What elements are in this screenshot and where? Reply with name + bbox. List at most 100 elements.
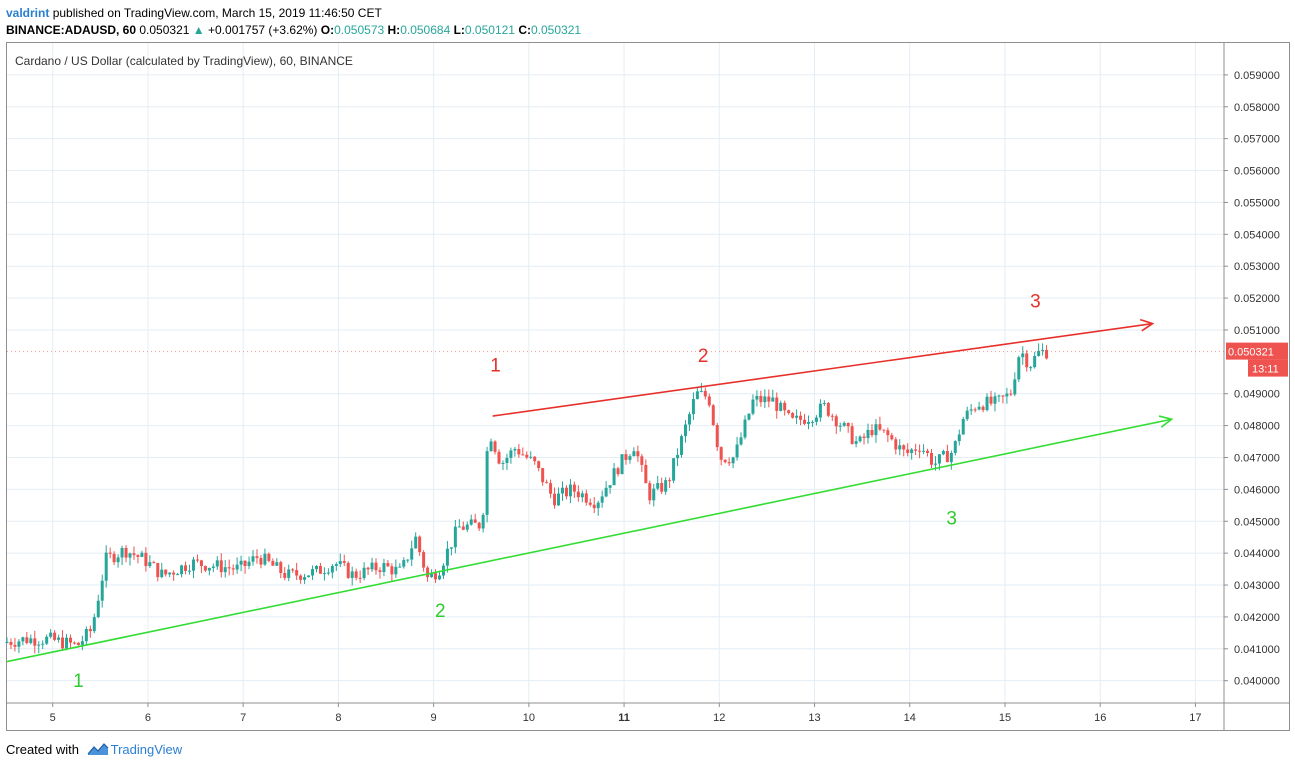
candle-up [457, 526, 461, 528]
x-tick-label: 15 [999, 712, 1011, 724]
candle-down [521, 454, 525, 456]
candle-up [37, 644, 41, 646]
candle-up [838, 425, 842, 427]
candle-up [969, 409, 973, 411]
candle-down [434, 573, 438, 580]
candle-up [140, 552, 144, 557]
change-arrow-icon: ▲ [192, 23, 205, 37]
candle-up [858, 436, 862, 442]
candle-up [188, 570, 192, 572]
candle-down [592, 504, 596, 509]
candle-up [898, 445, 902, 450]
candle-down [219, 560, 223, 573]
candle-up [211, 566, 215, 568]
candle-down [878, 424, 882, 430]
candle-down [703, 390, 707, 397]
candle-up [84, 628, 88, 642]
candle-up [362, 567, 366, 579]
publisher-name[interactable]: valdrint [6, 6, 50, 20]
candle-up [148, 562, 152, 567]
candle-up [307, 575, 311, 578]
candle-up [632, 451, 636, 457]
y-tick-label: 0.059000 [1234, 70, 1280, 82]
candle-up [235, 564, 239, 570]
candle-down [295, 570, 299, 576]
x-tick-label: 17 [1189, 712, 1201, 724]
candle-down [707, 396, 711, 406]
candle-down [799, 415, 803, 420]
candle-down [914, 449, 918, 451]
candle-up [49, 632, 53, 637]
candle-up [743, 419, 747, 438]
candle-up [128, 553, 132, 558]
candle-up [596, 502, 600, 509]
candle-up [608, 485, 612, 488]
candle-down [9, 641, 13, 645]
candle-up [1033, 355, 1037, 368]
candle-down [989, 396, 993, 404]
candle-down [830, 415, 834, 417]
candle-up [600, 496, 604, 503]
candle-up [322, 573, 326, 575]
tradingview-brand[interactable]: TradingView [110, 742, 183, 757]
candle-up [676, 454, 680, 459]
candle-down [576, 491, 580, 498]
candle-up [239, 560, 243, 565]
candle-down [271, 560, 275, 566]
support-line [6, 418, 1172, 663]
candle-up [437, 575, 441, 580]
x-tick-label: 14 [904, 712, 916, 724]
candle-up [965, 410, 969, 420]
candle-up [735, 444, 739, 458]
candle-down [267, 553, 271, 561]
candle-down [624, 454, 628, 460]
candle-down [172, 572, 176, 575]
candle-down [616, 468, 620, 475]
candle-down [88, 628, 92, 632]
candle-up [961, 419, 965, 435]
x-tick-label: 7 [240, 712, 246, 724]
x-tick-label: 6 [145, 712, 151, 724]
y-tick-label: 0.051000 [1234, 325, 1280, 337]
candle-down [473, 519, 477, 523]
y-tick-label: 0.045000 [1234, 516, 1280, 528]
candle-down [890, 435, 894, 440]
candle-up [160, 569, 164, 578]
candle-down [61, 637, 65, 649]
candle-down [775, 397, 779, 411]
candle-down [346, 562, 350, 578]
last-price-tag [1226, 342, 1288, 360]
y-tick-label: 0.058000 [1234, 102, 1280, 114]
candle-up [739, 437, 743, 445]
candle-down [164, 569, 168, 575]
candle-down [767, 396, 771, 402]
candle-up [41, 643, 45, 645]
candle-up [683, 424, 687, 437]
candle-up [382, 563, 386, 572]
candle-down [124, 547, 128, 558]
y-tick-label: 0.056000 [1234, 166, 1280, 178]
candle-down [259, 557, 263, 565]
candle-down [850, 426, 854, 444]
annotation-label-red: 2 [698, 346, 709, 367]
candle-down [1009, 393, 1013, 395]
candle-up [445, 548, 449, 566]
candle-up [1037, 350, 1041, 356]
candle-down [906, 449, 910, 453]
candle-up [350, 571, 354, 578]
x-tick-label: 8 [335, 712, 341, 724]
candle-down [787, 410, 791, 414]
tradingview-logo-icon[interactable] [87, 742, 109, 759]
candle-down [72, 642, 76, 644]
candle-down [342, 561, 346, 563]
candle-down [640, 456, 644, 465]
candle-up [854, 441, 858, 444]
candle-down [132, 553, 136, 556]
high-label: H: [387, 23, 401, 37]
candle-up [338, 561, 342, 565]
candle-down [318, 565, 322, 574]
symbol-info: BINANCE:ADAUSD, 60 0.050321 ▲ +0.001757 … [6, 23, 581, 37]
y-tick-label: 0.057000 [1234, 134, 1280, 146]
candle-up [687, 414, 691, 425]
